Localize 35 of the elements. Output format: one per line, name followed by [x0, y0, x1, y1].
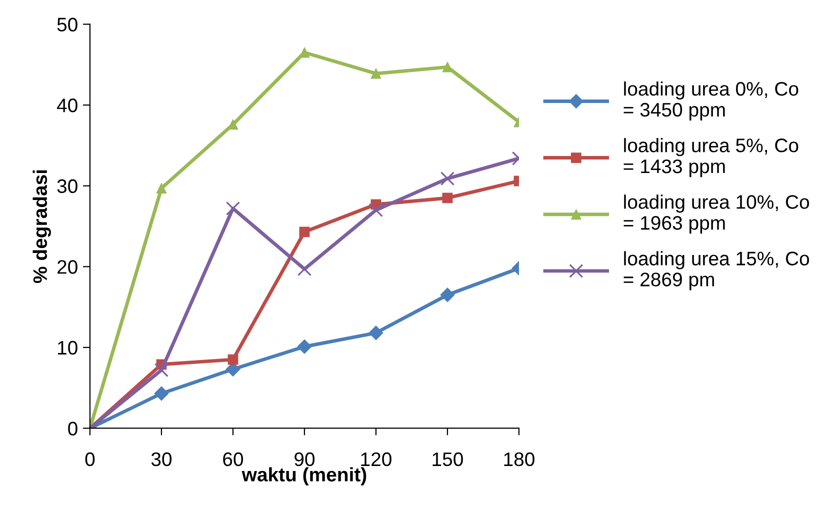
legend-label: loading urea 5%, Co = 1433 ppm [624, 138, 798, 178]
x-axis-title: waktu (menit) [242, 467, 366, 486]
point [226, 201, 240, 216]
point [297, 262, 312, 276]
point [297, 339, 312, 354]
point [442, 62, 453, 72]
point [440, 288, 455, 302]
point [156, 183, 167, 194]
point [154, 386, 169, 401]
point [368, 326, 384, 340]
point [440, 171, 455, 186]
x-tick-label: 30 [151, 452, 172, 466]
y-tick-label: 40 [56, 98, 78, 112]
x-tick-label: 150 [432, 452, 463, 466]
y-tick-label: 0 [68, 422, 78, 436]
legend-label: loading urea 0%, Co = 3450 ppm [624, 81, 798, 121]
x-tick-label: 180 [504, 452, 534, 466]
y-tick-label: 10 [58, 340, 78, 355]
x-tick-label: 60 [223, 452, 244, 466]
point [228, 354, 238, 365]
y-tick-label: 50 [57, 18, 78, 32]
legend-label: loading urea 15%, Co = 2869 pm [624, 251, 810, 290]
y-axis-title: % degradasi [32, 170, 51, 284]
point [299, 226, 310, 238]
x-tick-label: 120 [361, 452, 392, 466]
legend-label: loading urea 10%, Co = 1963 ppm [624, 194, 810, 234]
point [442, 192, 453, 204]
point [370, 68, 382, 79]
y-tick-label: 30 [57, 179, 78, 194]
x-tick-label: 90 [294, 452, 315, 466]
y-tick-label: 20 [58, 260, 78, 274]
point [154, 362, 169, 378]
point [368, 202, 384, 218]
x-tick-label: 0 [85, 452, 95, 466]
point [226, 362, 240, 376]
